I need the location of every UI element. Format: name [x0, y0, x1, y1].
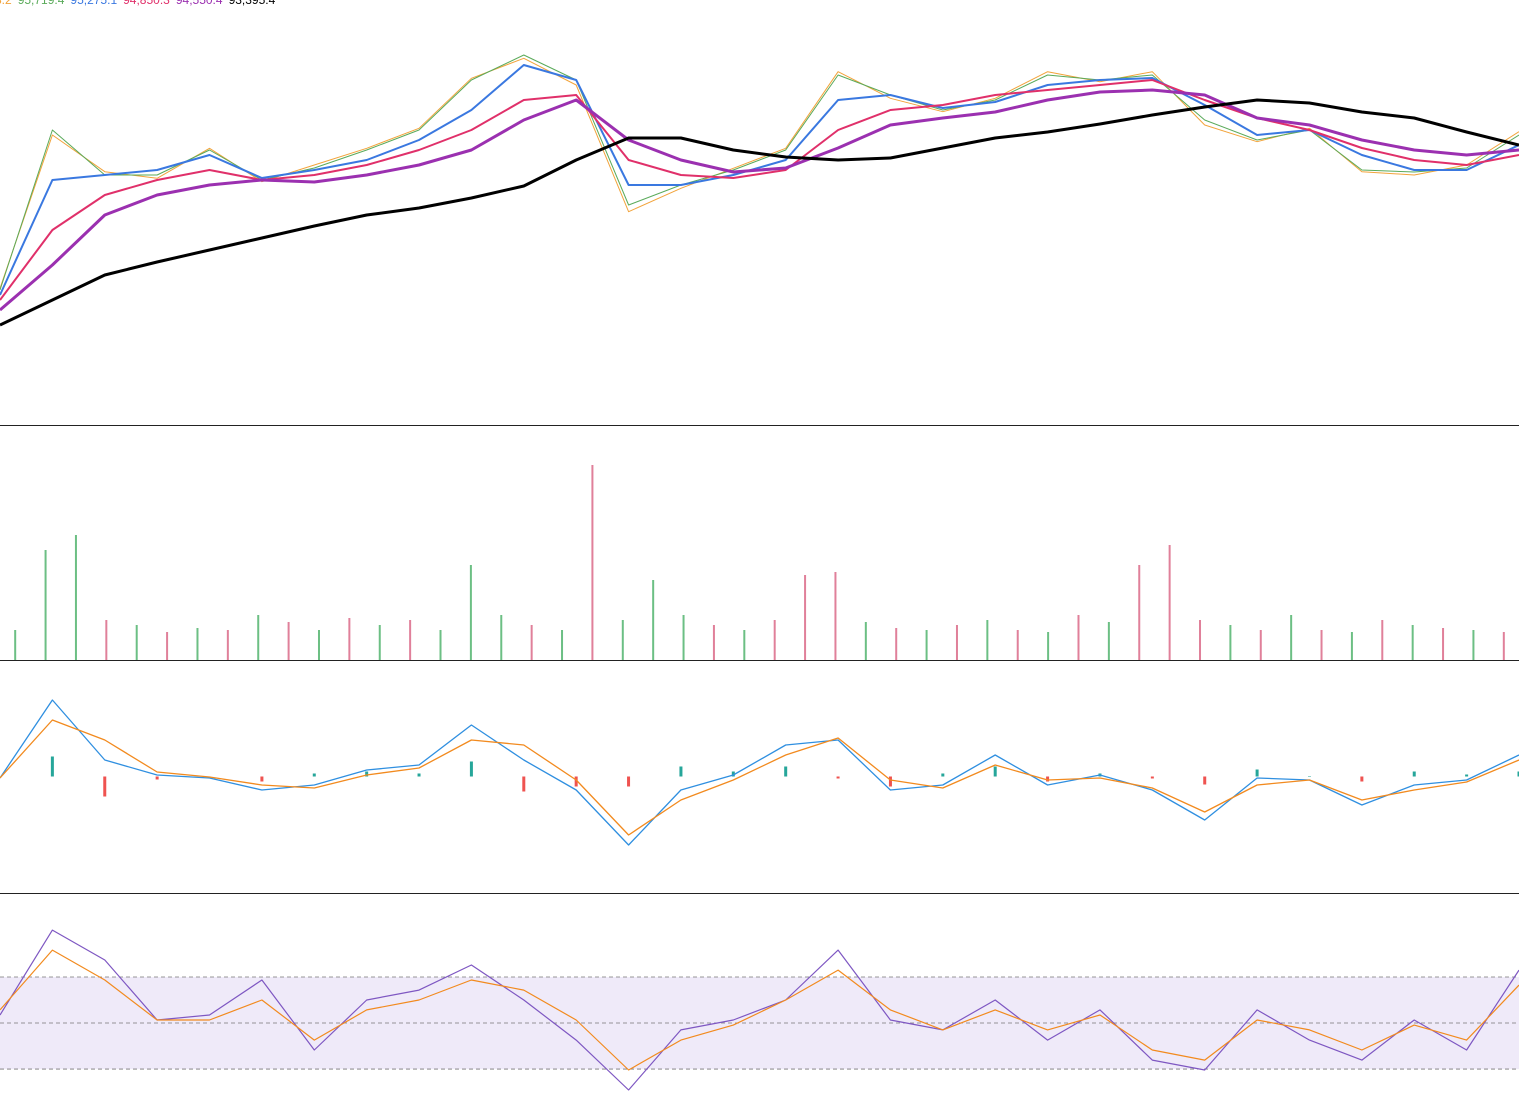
volume-bar — [1259, 630, 1262, 660]
volume-bar — [804, 575, 807, 660]
volume-bar — [1411, 625, 1414, 660]
macd-histogram-bar — [574, 776, 578, 787]
volume-bar — [348, 618, 351, 660]
volume-bar — [1016, 630, 1019, 660]
volume-bar — [1047, 632, 1050, 660]
macd-histogram-bar — [679, 766, 683, 777]
volume-bar — [591, 465, 594, 660]
volume-bar — [317, 630, 320, 660]
volume-bar — [955, 625, 958, 660]
series-line — [0, 719, 1519, 836]
legend-entry: 94,850.3 — [123, 0, 170, 7]
volume-bar — [74, 535, 77, 660]
macd-histogram-bar — [469, 761, 473, 777]
volume-bar — [773, 620, 776, 660]
volume-bar — [1442, 628, 1445, 660]
volume-bar — [1168, 545, 1171, 660]
macd-histogram-bar — [1465, 774, 1469, 777]
macd-histogram-bar — [1255, 769, 1259, 777]
volume-bar — [561, 630, 564, 660]
volume-bar — [682, 615, 685, 660]
macd-histogram-bar — [1517, 771, 1519, 777]
volume-bar — [378, 625, 381, 660]
volume-bar — [1472, 630, 1475, 660]
macd-histogram-bar — [1307, 776, 1311, 777]
legend-entry: 94,550.4 — [176, 0, 223, 7]
volume-bar — [986, 620, 989, 660]
macd-histogram-bar — [1046, 776, 1050, 782]
macd-histogram-bar — [888, 776, 892, 787]
macd-histogram-bar — [1360, 776, 1364, 782]
series-line — [0, 929, 1519, 1091]
volume-bar — [712, 625, 715, 660]
macd-histogram-bar — [155, 776, 159, 780]
macd-histogram-bar — [522, 776, 526, 792]
volume-bar — [1077, 615, 1080, 660]
volume-bar — [652, 580, 655, 660]
volume-bar — [895, 628, 898, 660]
legend-entry: 95,719.4 — [18, 0, 65, 7]
volume-bar — [1107, 622, 1110, 660]
volume-bar — [530, 625, 533, 660]
macd-histogram-bar — [836, 776, 840, 779]
series-line — [0, 57, 1519, 289]
volume-bar — [14, 630, 17, 660]
volume-bar — [1199, 620, 1202, 660]
volume-bar — [834, 572, 837, 660]
macd-histogram-bar — [260, 776, 264, 782]
series-line — [0, 949, 1519, 1071]
volume-bar — [1138, 565, 1141, 660]
macd-histogram-bar — [50, 756, 54, 777]
volume-bar — [1381, 620, 1384, 660]
volume-bar — [409, 620, 412, 660]
macd-histogram-bar — [784, 766, 788, 777]
macd-histogram-bar — [627, 776, 631, 787]
volume-bar — [1290, 615, 1293, 660]
volume-bar — [743, 630, 746, 660]
series-line — [0, 699, 1519, 846]
macd-histogram-bar — [365, 771, 369, 777]
macd-histogram-bar — [1203, 776, 1207, 785]
legend-entry: 95,275.1 — [70, 0, 117, 7]
macd-histogram-bar — [312, 773, 316, 777]
series-line — [0, 88, 1519, 312]
legend-entry: 8.2 — [0, 0, 12, 7]
macd-histogram-bar — [941, 773, 945, 777]
macd-histogram-bar — [103, 776, 107, 797]
volume-bar — [1502, 632, 1505, 660]
volume-bar — [196, 628, 199, 660]
volume-bar — [1229, 625, 1232, 660]
volume-bar — [439, 630, 442, 660]
legend-entry: 93,395.4 — [229, 0, 276, 7]
volume-bar — [226, 630, 229, 660]
macd-histogram-bar — [1412, 771, 1416, 777]
macd-histogram-bar — [1150, 776, 1154, 779]
volume-bar — [925, 630, 928, 660]
volume-bar — [469, 565, 472, 660]
series-line — [0, 64, 1519, 296]
volume-bar — [621, 620, 624, 660]
macd-histogram-bar — [417, 773, 421, 777]
volume-bar — [287, 622, 290, 660]
macd-histogram-bar — [993, 766, 997, 777]
macd-histogram-bar — [731, 771, 735, 777]
series-line — [0, 79, 1519, 301]
volume-bar — [1320, 630, 1323, 660]
volume-bar — [105, 620, 108, 660]
volume-bar — [257, 615, 260, 660]
volume-bar — [44, 550, 47, 660]
volume-bar — [500, 615, 503, 660]
volume-bar — [1350, 632, 1353, 660]
volume-bar — [135, 625, 138, 660]
series-line — [0, 98, 1519, 327]
volume-bar — [166, 632, 169, 660]
volume-bar — [864, 622, 867, 660]
